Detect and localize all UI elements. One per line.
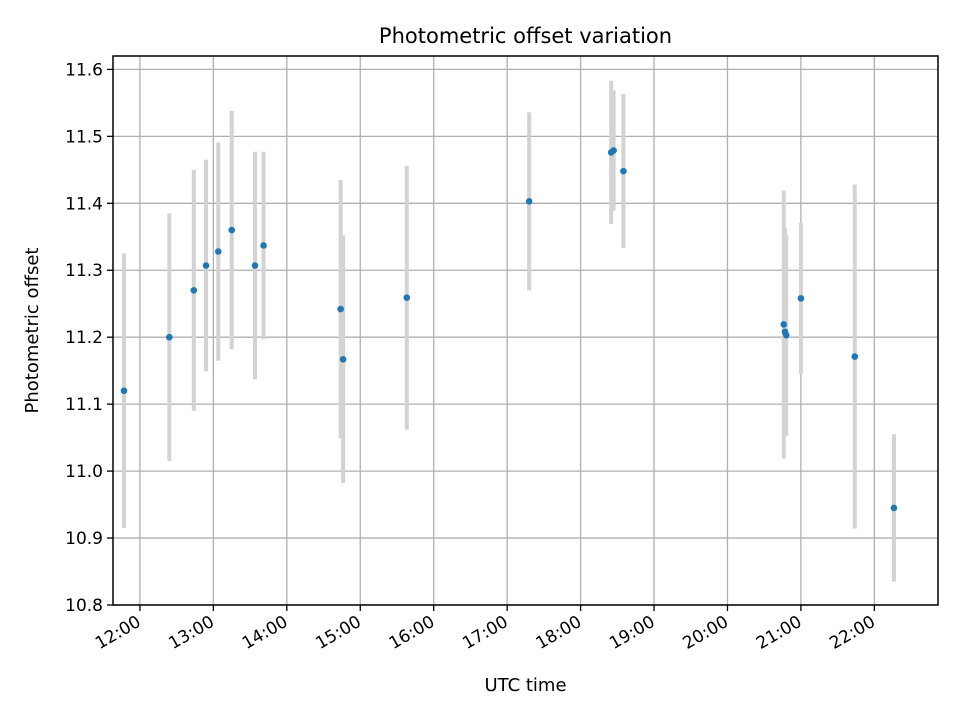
x-tick-label: 21:00 (753, 612, 805, 654)
y-tick-label: 11.1 (65, 395, 103, 415)
x-tick-label: 22:00 (826, 612, 878, 654)
chart-title: Photometric offset variation (379, 24, 672, 48)
y-tick-label: 11.0 (65, 462, 103, 482)
data-point (525, 197, 533, 205)
data-point (190, 287, 198, 294)
data-point (339, 355, 347, 363)
y-tick-label: 10.9 (65, 529, 103, 549)
x-tick-label: 13:00 (165, 612, 217, 654)
data-point (620, 167, 627, 175)
data-point (251, 262, 259, 269)
x-tick-label: 15:00 (312, 612, 364, 654)
data-point (403, 294, 411, 301)
x-axis-label: UTC time (484, 675, 566, 696)
errorbar-layer (122, 80, 896, 582)
x-tick-label: 17:00 (459, 612, 511, 654)
x-tick-label: 12:00 (92, 612, 144, 654)
x-tick-label: 14:00 (239, 612, 291, 654)
data-point (166, 333, 173, 341)
data-point (890, 504, 898, 512)
data-point (851, 353, 859, 360)
y-tick-label: 11.6 (65, 60, 103, 80)
plot-frame (112, 55, 939, 606)
point-layer (120, 147, 898, 512)
data-point (202, 262, 210, 269)
data-point (797, 295, 805, 302)
tick-layer: 10.8 10.9 11.0 11.1 11.2 11.3 11.4 11.5 11.6 12:0… (65, 60, 879, 653)
data-point (260, 242, 267, 249)
y-tick-label: 11.3 (65, 261, 103, 281)
y-tick-label: 11.2 (65, 328, 103, 348)
data-point (228, 226, 236, 234)
data-point (120, 387, 128, 395)
x-tick-label: 16:00 (386, 612, 438, 654)
y-tick-label: 11.4 (65, 194, 103, 214)
data-point (780, 321, 788, 328)
y-tick-label: 11.5 (65, 127, 103, 147)
grid-layer (113, 56, 938, 606)
data-point (782, 331, 790, 339)
y-tick-label: 10.8 (65, 596, 103, 616)
data-point (337, 305, 344, 313)
x-tick-label: 18:00 (533, 612, 585, 654)
data-point (610, 147, 617, 154)
data-point (214, 248, 222, 255)
y-axis-label: Photometric offset (22, 248, 43, 414)
x-tick-label: 20:00 (680, 612, 732, 654)
x-tick-label: 19:00 (606, 612, 658, 654)
